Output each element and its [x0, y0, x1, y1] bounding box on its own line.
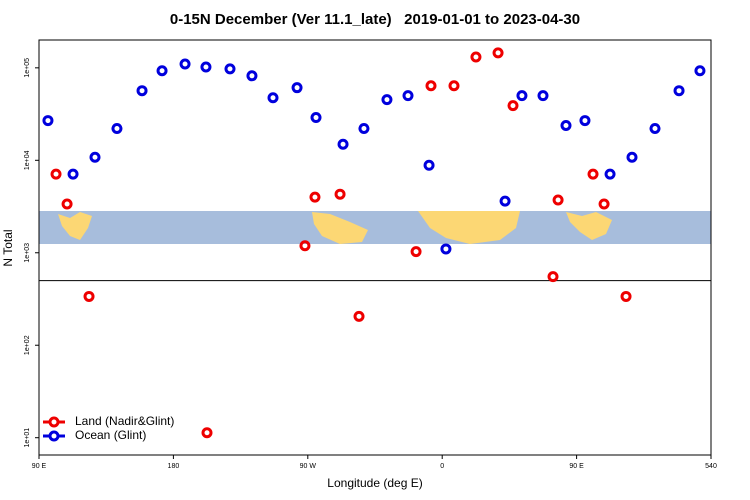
point — [246, 70, 258, 82]
point — [620, 290, 632, 302]
x-axis-label: Longitude (deg E) — [327, 476, 422, 490]
x-tick-label: 90 E — [569, 463, 584, 470]
x-tick-label: 90 E — [32, 463, 47, 470]
point — [334, 188, 346, 200]
point — [136, 85, 148, 97]
point — [552, 194, 564, 206]
x-tick-label: 180 — [168, 463, 180, 470]
point — [83, 290, 95, 302]
point — [598, 198, 610, 210]
chart-title: 0-15N December (Ver 11.1_late) 2019-01-0… — [170, 11, 580, 28]
point — [425, 80, 437, 92]
point — [547, 271, 559, 283]
point — [224, 63, 236, 75]
y-tick-label: 1e+04 — [24, 150, 31, 170]
point — [309, 191, 321, 203]
y-axis-label: N Total — [1, 229, 15, 266]
point — [579, 115, 591, 127]
point — [649, 122, 661, 134]
point — [291, 82, 303, 94]
point — [353, 310, 365, 322]
x-tick-label: 540 — [705, 463, 717, 470]
point — [111, 122, 123, 134]
y-tick-label: 1e+05 — [24, 58, 31, 78]
point — [448, 80, 460, 92]
legend-label: Land (Nadir&Glint) — [75, 414, 174, 428]
point — [310, 112, 322, 124]
point — [470, 51, 482, 63]
point — [358, 122, 370, 134]
point — [299, 240, 311, 252]
x-tick-label: 0 — [440, 463, 444, 470]
point — [423, 159, 435, 171]
point — [89, 151, 101, 163]
point — [499, 195, 511, 207]
point — [694, 65, 706, 77]
point — [156, 65, 168, 77]
point — [61, 198, 73, 210]
y-tick-label: 1e+02 — [24, 335, 31, 355]
x-tick-label: 90 W — [300, 463, 317, 470]
point — [410, 246, 422, 258]
point — [179, 58, 191, 70]
legend-marker — [48, 430, 60, 442]
y-tick-label: 1e+01 — [24, 428, 31, 448]
point — [402, 90, 414, 102]
point — [673, 85, 685, 97]
point — [507, 100, 519, 112]
point — [267, 92, 279, 104]
point — [604, 168, 616, 180]
legend-marker — [48, 416, 60, 428]
point — [50, 168, 62, 180]
legend-label: Ocean (Glint) — [75, 428, 146, 442]
plot-frame — [38, 39, 712, 456]
point — [42, 115, 54, 127]
point — [560, 119, 572, 131]
point — [626, 151, 638, 163]
point — [440, 243, 452, 255]
y-tick-label: 1e+03 — [24, 243, 31, 263]
point — [492, 47, 504, 59]
point — [381, 94, 393, 106]
point — [587, 168, 599, 180]
point — [516, 90, 528, 102]
point — [337, 138, 349, 150]
point — [201, 427, 213, 439]
map-strip — [39, 211, 711, 244]
point — [200, 61, 212, 73]
point — [537, 90, 549, 102]
point — [67, 168, 79, 180]
